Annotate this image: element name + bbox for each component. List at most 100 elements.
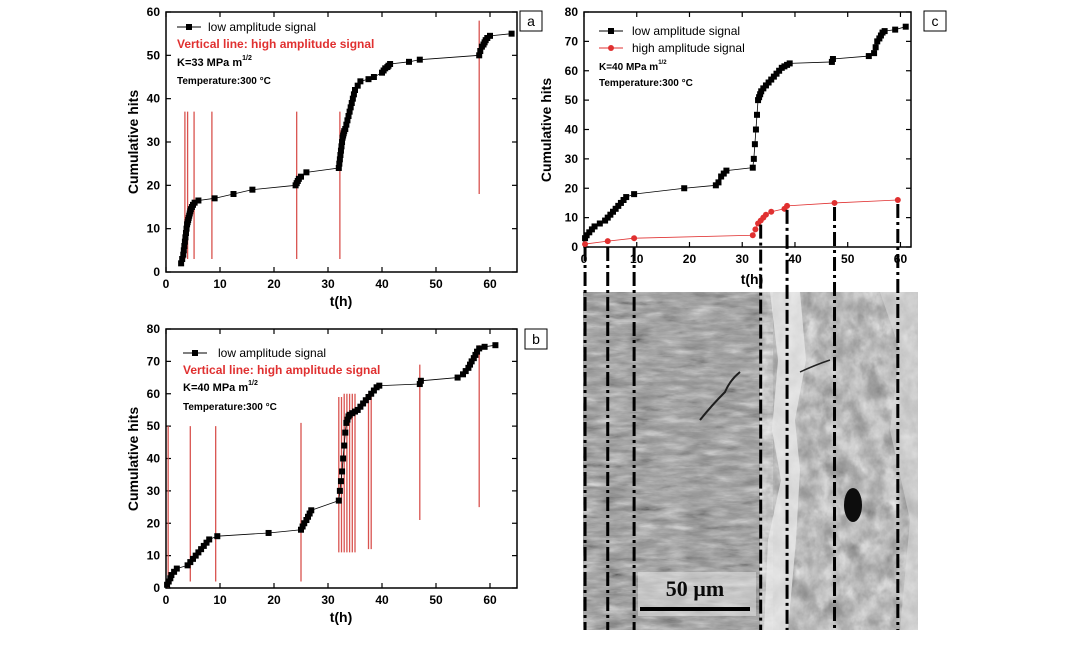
y-tick-label: 70 — [565, 34, 579, 48]
low-amplitude-point — [182, 230, 189, 236]
panel-c-k-sup: 1/2 — [658, 60, 667, 66]
low-amplitude-point — [354, 82, 361, 89]
x-tick-label: 10 — [213, 593, 227, 607]
low-amplitude-point — [343, 121, 350, 128]
panel-c-legend-high-label: high amplitude signal — [632, 41, 745, 55]
low-amplitude-point — [476, 345, 483, 352]
y-tick-label: 20 — [147, 178, 161, 192]
low-amplitude-point — [336, 160, 343, 167]
low-amplitude-line — [584, 26, 906, 239]
y-tick-label: 70 — [147, 354, 161, 368]
x-tick-label: 10 — [630, 252, 644, 266]
low-amplitude-point — [298, 173, 304, 180]
low-amplitude-point — [352, 87, 358, 93]
low-amplitude-point — [349, 95, 356, 102]
low-amplitude-point — [460, 371, 466, 378]
panel-b-low-amplitude-series — [164, 342, 499, 588]
panel-b-legend-low-label: low amplitude signal — [218, 346, 326, 360]
low-amplitude-point — [195, 197, 202, 204]
low-amplitude-point — [187, 559, 194, 566]
low-amplitude-point — [173, 565, 180, 572]
low-amplitude-point — [190, 555, 196, 562]
low-amplitude-point — [347, 104, 354, 111]
panel-c-xlabel: t(h) — [741, 271, 764, 287]
low-amplitude-point — [343, 419, 350, 426]
low-amplitude-point — [365, 393, 372, 400]
sem-scale-label: 50 µm — [666, 576, 725, 601]
low-amplitude-point — [715, 179, 722, 186]
y-tick-label: 0 — [153, 265, 160, 279]
x-tick-label: 0 — [163, 277, 170, 291]
low-amplitude-point — [301, 520, 308, 527]
low-amplitude-point — [181, 238, 188, 245]
low-amplitude-point — [179, 256, 186, 262]
low-amplitude-point — [477, 48, 484, 54]
x-tick-label: 20 — [683, 252, 697, 266]
low-amplitude-point — [470, 355, 477, 362]
low-amplitude-point — [786, 60, 793, 67]
x-tick-label: 60 — [894, 252, 908, 266]
high-amplitude-point — [604, 238, 611, 245]
low-amplitude-point — [892, 26, 899, 33]
high-amplitude-point — [749, 232, 756, 239]
low-amplitude-point — [167, 575, 174, 582]
panel-a-legend-low-marker — [186, 24, 192, 30]
low-amplitude-point — [723, 167, 730, 174]
panel-b-letter-box — [524, 328, 548, 350]
high-amplitude-point — [752, 226, 759, 233]
low-amplitude-point — [303, 169, 310, 176]
low-amplitude-point — [829, 56, 836, 62]
low-amplitude-point — [360, 400, 367, 407]
low-amplitude-point — [481, 343, 488, 350]
low-amplitude-point — [365, 76, 372, 83]
correlation-lines — [583, 204, 900, 630]
low-amplitude-point — [487, 32, 493, 39]
low-amplitude-point — [306, 510, 313, 517]
y-tick-label: 60 — [565, 64, 579, 78]
panel-c-letter-box — [923, 10, 947, 32]
low-amplitude-point — [865, 53, 872, 60]
low-amplitude-point — [180, 251, 187, 258]
y-tick-label: 40 — [147, 452, 161, 466]
panel-b-k-main: K=40 MPa m — [183, 382, 248, 394]
panel-b-k-sup: 1/2 — [248, 380, 258, 387]
x-tick-label: 60 — [483, 277, 497, 291]
low-amplitude-point — [164, 581, 171, 588]
low-amplitude-point — [168, 572, 175, 579]
panel-a-temperature: Temperature:300 °C — [177, 76, 271, 87]
low-amplitude-point — [354, 406, 361, 413]
low-amplitude-point — [416, 56, 423, 63]
low-amplitude-point — [467, 361, 474, 368]
panel-b-chart: 0 10 20 30 40 50 60 0 10 20 30 40 50 60 70 80 low ampli… — [125, 322, 548, 625]
low-amplitude-point — [298, 526, 304, 533]
x-tick-label: 20 — [267, 593, 281, 607]
panel-c-legend-low-marker — [608, 28, 614, 34]
panel-c-high-amplitude-series — [582, 197, 901, 248]
low-amplitude-point — [348, 100, 355, 106]
panel-a-legend-high-label: Vertical line: high amplitude signal — [177, 37, 374, 51]
low-amplitude-point — [362, 397, 369, 404]
low-amplitude-point — [492, 342, 499, 349]
panel-b-temperature: Temperature:300 °C — [183, 402, 277, 413]
low-amplitude-point — [183, 225, 190, 232]
low-amplitude-point — [508, 30, 515, 37]
panel-a-legend-low-label: low amplitude signal — [208, 20, 316, 34]
y-tick-label: 50 — [147, 48, 161, 62]
low-amplitude-point — [376, 382, 383, 389]
low-amplitude-point — [596, 220, 603, 227]
y-tick-label: 10 — [147, 222, 161, 236]
x-tick-label: 20 — [267, 277, 281, 291]
low-amplitude-point — [214, 533, 221, 540]
panel-b-legend-low-marker — [192, 350, 198, 356]
low-amplitude-point — [165, 578, 172, 585]
sem-bright-ridge — [764, 292, 806, 630]
low-amplitude-point — [299, 523, 306, 530]
low-amplitude-point — [681, 185, 688, 192]
low-amplitude-point — [454, 374, 461, 381]
y-tick-label: 0 — [571, 240, 578, 254]
y-tick-label: 60 — [147, 5, 161, 19]
low-amplitude-point — [182, 234, 189, 241]
panel-a-xlabel: t(h) — [330, 293, 353, 309]
low-amplitude-point — [342, 126, 349, 132]
